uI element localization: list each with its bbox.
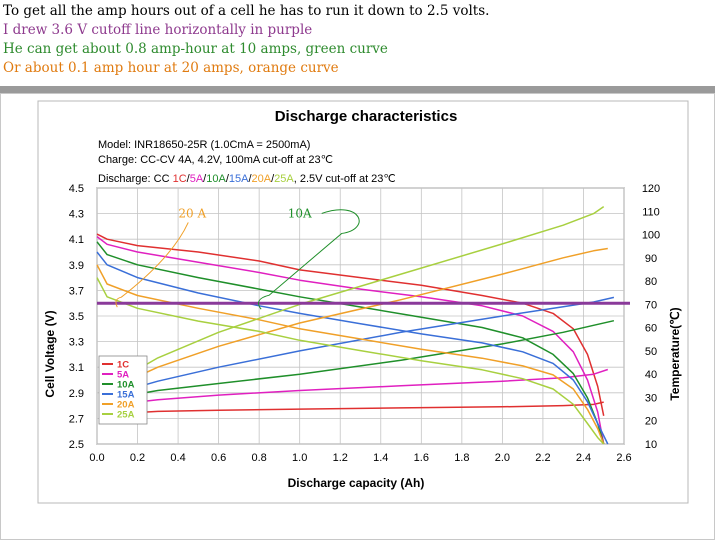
y-tick-label: 4.3 [69, 209, 84, 221]
rate-5A: 5A [190, 173, 204, 185]
annotation-pointer-20A [115, 222, 189, 308]
y-tick-label: 4.5 [69, 183, 84, 195]
voltage-line-15A [96, 251, 609, 445]
info-discharge: Discharge: CC 1C/5A/10A/15A/20A/25A, 2.5… [98, 173, 396, 185]
annotation-layer: 20 A 10A [97, 206, 630, 310]
x-tick-label: 0.0 [89, 452, 104, 464]
axes: 0.0 0.2 0.4 0.6 0.8 1.0 1.2 1.4 1.6 1.8 2.0 2.2 2.4 2… [69, 183, 660, 464]
x-tick-label: 2.4 [576, 452, 591, 464]
legend-label-20A: 20A [117, 400, 135, 411]
y-tick-label: 2.9 [69, 388, 84, 400]
y-axis-label: Cell Voltage (V) [43, 310, 57, 397]
rate-separator: / [226, 173, 230, 185]
rate-separator: / [187, 173, 191, 185]
info-charge: Charge: CC-CV 4A, 4.2V, 100mA cut-off at… [98, 154, 333, 166]
y-tick-label: 3.3 [69, 337, 84, 349]
note-line-2: I drew 3.6 V cutoff line horizontally in… [3, 22, 313, 38]
info-model: Model: INR18650-25R (1.0CmA = 2500mA) [98, 139, 310, 151]
temperature-line-20A [116, 247, 608, 387]
voltage-line-20A [96, 264, 605, 445]
rate-20A: 20A [252, 173, 272, 185]
x-tick-label: 1.2 [333, 452, 348, 464]
annotation-10A: 10A [288, 206, 312, 220]
y-tick-label: 3.7 [69, 285, 84, 297]
legend-label-5A: 5A [117, 370, 129, 381]
rate-separator: / [271, 173, 275, 185]
chart-title: Discharge characteristics [275, 108, 458, 125]
legend-label-25A: 25A [117, 410, 135, 421]
x-tick-label: 0.4 [170, 452, 185, 464]
x-tick-label: 2.6 [616, 452, 631, 464]
grid [96, 187, 625, 445]
voltage-line-1C [96, 233, 605, 416]
commentary-text: To get all the amp hours out of a cell h… [3, 2, 712, 78]
y2-tick-label: 40 [645, 369, 657, 381]
x-tick-label: 2.0 [495, 452, 510, 464]
y2-tick-label: 120 [642, 183, 660, 195]
note-line-3: He can get about 0.8 amp-hour at 10 amps… [3, 41, 388, 57]
temperature-line-25A [116, 205, 605, 382]
y2-tick-label: 110 [642, 206, 660, 218]
annotation-pointer-10A [258, 209, 360, 310]
voltage-line-25A [96, 277, 605, 445]
y-tick-label: 2.7 [69, 413, 84, 425]
series-group [96, 205, 615, 445]
y2-tick-label: 10 [645, 439, 657, 451]
rate-25A: 25A [274, 173, 294, 185]
y-tick-label: 3.1 [69, 362, 84, 374]
note-line-4: Or about 0.1 amp hour at 20 amps, orange… [3, 60, 339, 76]
y2-tick-label: 60 [645, 323, 657, 335]
y2-tick-label: 30 [645, 392, 657, 404]
temperature-line-10A [117, 319, 615, 399]
legend-label-15A: 15A [117, 390, 135, 401]
info-discharge-prefix: Discharge: CC [98, 173, 173, 185]
y-tick-label: 3.9 [69, 260, 84, 272]
legend-box [98, 355, 148, 425]
info-discharge-suffix: , 2.5V cut-off at 23℃ [294, 173, 396, 185]
x-tick-label: 1.4 [373, 452, 388, 464]
rate-separator: / [248, 173, 252, 185]
x-tick-label: 1.0 [292, 452, 307, 464]
rate-15A: 15A [229, 173, 249, 185]
y2-tick-label: 70 [645, 299, 657, 311]
y-tick-label: 4.1 [69, 234, 84, 246]
legend-label-1C: 1C [117, 360, 129, 371]
voltage-line-10A [96, 241, 605, 445]
discharge-chart: Discharge characteristics Model: INR1865… [37, 100, 689, 504]
x-tick-label: 1.6 [414, 452, 429, 464]
x-tick-label: 0.2 [130, 452, 145, 464]
note-line-1: To get all the amp hours out of a cell h… [3, 3, 490, 19]
y2-tick-label: 20 [645, 416, 657, 428]
x-axis-label: Discharge capacity (Ah) [288, 476, 425, 490]
x-tick-label: 1.8 [454, 452, 469, 464]
x-tick-label: 0.6 [211, 452, 226, 464]
x-tick-label: 0.8 [252, 452, 267, 464]
y2-tick-label: 90 [645, 253, 657, 265]
rate-1C: 1C [173, 173, 187, 185]
y2-tick-label: 100 [642, 230, 660, 242]
separator-bar [0, 86, 715, 93]
annotation-20A: 20 A [178, 206, 206, 220]
rate-separator: / [203, 173, 207, 185]
info-discharge-rates: 1C/5A/10A/15A/20A/25A [173, 173, 295, 185]
rate-10A: 10A [206, 173, 226, 185]
legend-label-10A: 10A [117, 380, 135, 391]
y-tick-label: 2.5 [69, 439, 84, 451]
y2-axis-label: Temperature(℃) [668, 307, 682, 400]
x-tick-label: 2.2 [535, 452, 550, 464]
voltage-line-5A [96, 236, 605, 445]
y-tick-label: 3.5 [69, 311, 84, 323]
y2-tick-label: 80 [645, 276, 657, 288]
temperature-line-5A [117, 368, 609, 406]
y2-tick-label: 50 [645, 346, 657, 358]
